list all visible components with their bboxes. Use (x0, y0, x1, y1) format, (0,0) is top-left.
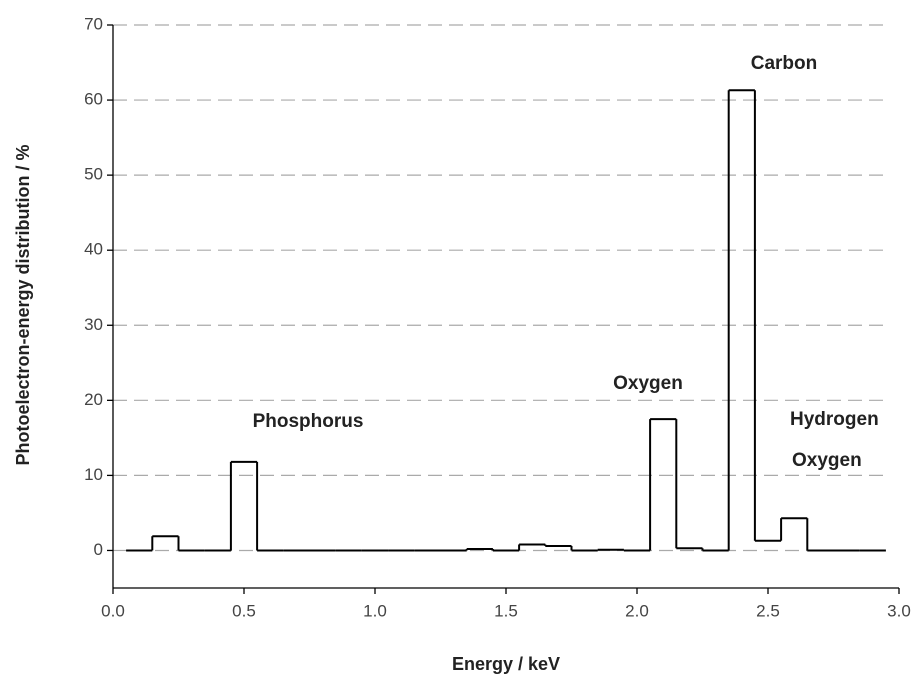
x-tick-label: 1.0 (363, 601, 387, 620)
y-tick-label: 60 (84, 90, 103, 109)
annotation: Oxygen (613, 373, 683, 394)
y-axis-label: Photoelectron-energy distribution / % (13, 144, 33, 465)
y-tick-label: 10 (84, 465, 103, 484)
x-axis-label: Energy / keV (452, 654, 560, 674)
x-tick-label: 2.0 (625, 601, 649, 620)
y-tick-label: 30 (84, 315, 103, 334)
x-tick-label: 2.5 (756, 601, 780, 620)
y-tick-label: 20 (84, 390, 103, 409)
annotation: Hydrogen (790, 409, 879, 430)
x-tick-label: 0.0 (101, 601, 125, 620)
annotation: Carbon (751, 53, 818, 74)
y-tick-label: 70 (84, 14, 103, 33)
x-tick-label: 1.5 (494, 601, 518, 620)
y-tick-label: 40 (84, 240, 103, 259)
y-tick-label: 0 (94, 540, 103, 559)
y-tick-label: 50 (84, 165, 103, 184)
x-tick-label: 0.5 (232, 601, 256, 620)
annotation: Oxygen (792, 450, 862, 471)
annotation: Phosphorus (253, 411, 364, 432)
x-tick-label: 3.0 (887, 601, 911, 620)
